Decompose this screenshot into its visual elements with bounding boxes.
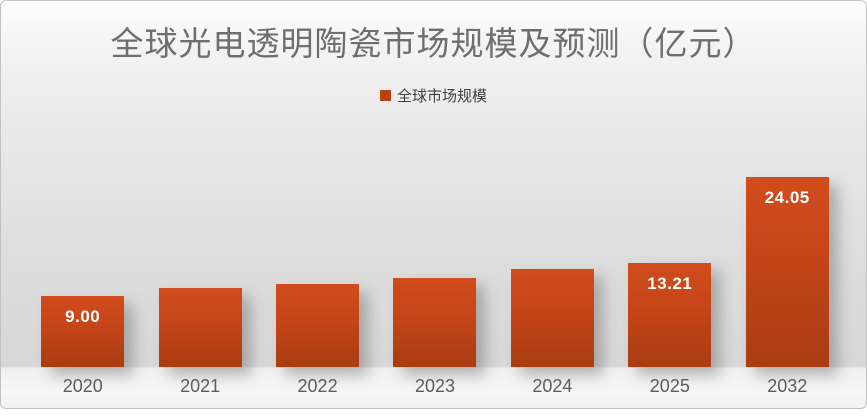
legend: 全球市场规模 <box>1 85 866 106</box>
bar-column: 2023 <box>376 1 493 408</box>
bar-zone: 13.21 <box>611 1 728 367</box>
data-label-2032: 24.05 <box>764 188 810 207</box>
bar-column: 2022 <box>259 1 376 408</box>
bar-2023 <box>393 278 477 367</box>
bar-column: 2021 <box>141 1 258 408</box>
bar-column: 9.00 2020 <box>24 1 141 408</box>
bar-column: 2024 <box>494 1 611 408</box>
axis-label-2025: 2025 <box>649 376 690 396</box>
bar-2021 <box>158 288 242 367</box>
bar-zone: 24.05 <box>729 1 846 367</box>
bar-2032: 24.05 <box>745 177 829 367</box>
bar-2025: 13.21 <box>628 263 712 367</box>
chart-title: 全球光电透明陶瓷市场规模及预测（亿元） <box>110 27 757 63</box>
plot-area: 9.00 2020 2021 2022 2023 2024 13.21 2025 24.05 20… <box>24 1 846 408</box>
bar-2024 <box>510 269 594 367</box>
axis-label-2022: 2022 <box>297 376 338 396</box>
bar-2022 <box>276 284 360 367</box>
bar-zone <box>259 1 376 367</box>
bar-2020: 9.00 <box>41 296 125 367</box>
data-label-2025: 13.21 <box>647 274 693 293</box>
axis-label-2020: 2020 <box>62 376 103 396</box>
legend-label: 全球市场规模 <box>396 88 487 105</box>
bar-column: 13.21 2025 <box>611 1 728 408</box>
axis-label-2023: 2023 <box>414 376 455 396</box>
axis-label-2024: 2024 <box>532 376 573 396</box>
data-label-2020: 9.00 <box>65 307 101 326</box>
legend-swatch-icon <box>379 90 391 101</box>
bar-zone: 9.00 <box>24 1 141 367</box>
axis-label-2032: 2032 <box>767 376 808 396</box>
axis-label-2021: 2021 <box>180 376 221 396</box>
bar-column: 24.05 2032 <box>729 1 846 408</box>
bar-zone <box>494 1 611 367</box>
bar-zone <box>376 1 493 367</box>
bar-zone <box>141 1 258 367</box>
